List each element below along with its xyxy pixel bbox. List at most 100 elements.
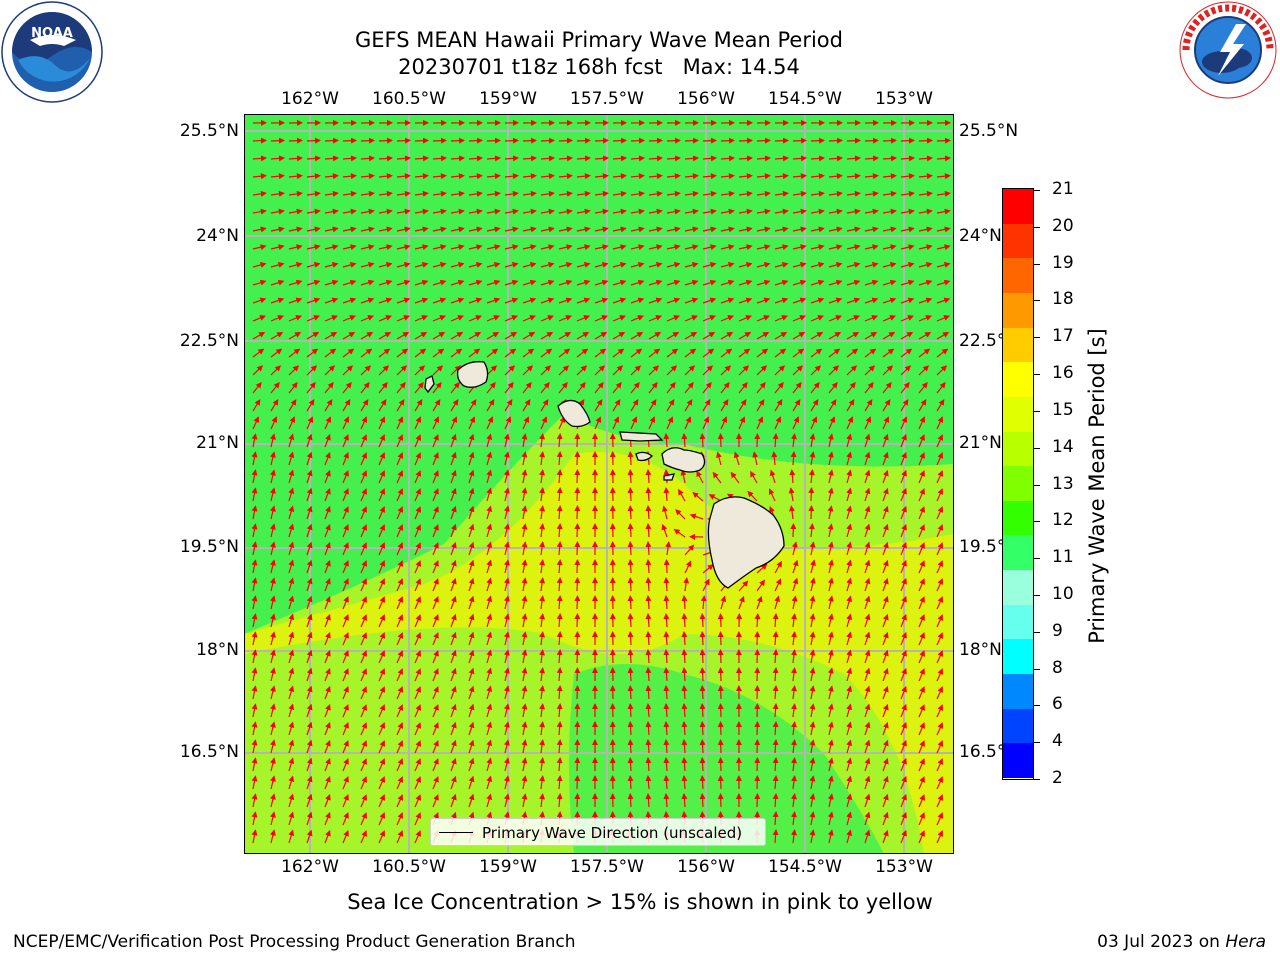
wave-direction-arrow: [630, 208, 645, 215]
wave-direction-arrow: [342, 434, 349, 448]
chart-title: GEFS MEAN Hawaii Primary Wave Mean Perio…: [355, 28, 843, 52]
wave-direction-arrow: [789, 469, 796, 484]
wave-direction-arrow: [540, 297, 555, 304]
wave-direction-arrow: [521, 469, 528, 484]
wave-direction-arrow: [666, 279, 681, 286]
colorbar-tick-mark: [1034, 374, 1040, 376]
wave-direction-arrow: [378, 173, 393, 180]
wave-direction-arrow: [414, 279, 429, 286]
wave-direction-arrow: [522, 137, 537, 144]
wave-direction-arrow: [486, 208, 501, 215]
wave-direction-arrow: [846, 262, 861, 268]
wave-direction-arrow: [252, 297, 267, 304]
wave-direction-arrow: [827, 433, 834, 448]
wave-direction-arrow: [270, 208, 285, 215]
wave-direction-arrow: [306, 348, 319, 358]
wave-direction-arrow: [696, 470, 704, 484]
colorbar: [1002, 188, 1034, 780]
wave-direction-arrow: [666, 173, 681, 180]
wave-direction-arrow: [864, 262, 879, 268]
lon-tick-top: 159°W: [479, 89, 537, 109]
wave-direction-arrow: [612, 382, 622, 394]
wave-direction-arrow: [810, 315, 824, 322]
colorbar-segment: [1003, 570, 1033, 606]
colorbar-segment: [1003, 743, 1033, 779]
wave-direction-arrow: [288, 451, 295, 466]
wave-direction-arrow: [738, 315, 752, 322]
wave-direction-arrow: [663, 433, 670, 448]
wave-direction-arrow: [717, 433, 724, 448]
wave-direction-arrow: [828, 297, 843, 304]
wave-direction-arrow: [771, 451, 778, 466]
wave-direction-arrow: [882, 433, 889, 448]
wave-direction-arrow: [251, 487, 258, 502]
wave-direction-arrow: [774, 155, 789, 162]
wave-direction-arrow: [270, 279, 285, 286]
wave-direction-arrow: [846, 173, 861, 180]
wave-direction-arrow: [486, 155, 501, 162]
wave-direction-arrows: [251, 119, 951, 844]
colorbar-tick-label: 17: [1052, 326, 1074, 347]
wave-direction-arrow: [270, 315, 284, 322]
wave-direction-arrow: [684, 279, 699, 286]
wave-direction-arrow: [702, 399, 711, 412]
wave-direction-arrow: [468, 279, 483, 286]
wave-direction-arrow: [342, 190, 357, 197]
wave-direction-arrow: [288, 137, 303, 144]
wave-direction-arrow: [630, 315, 644, 322]
wave-direction-arrow: [756, 297, 771, 304]
wave-direction-arrow: [270, 190, 285, 197]
footer-credit: NCEP/EMC/Verification Post Processing Pr…: [13, 932, 576, 952]
wave-direction-arrow: [936, 297, 951, 304]
wave-direction-arrow: [774, 137, 789, 144]
wave-direction-arrow: [450, 416, 458, 430]
wave-direction-arrow: [342, 226, 357, 233]
wave-direction-arrow: [864, 348, 877, 358]
wave-direction-arrow: [414, 155, 429, 162]
wave-direction-arrow: [864, 190, 879, 197]
wave-direction-arrow: [576, 208, 591, 215]
wave-direction-arrow: [666, 244, 681, 251]
wave-direction-arrow: [630, 190, 645, 197]
wave-direction-arrow: [828, 137, 843, 144]
colorbar-tick-label: 14: [1052, 436, 1074, 457]
wave-direction-arrow: [450, 451, 457, 466]
wave-direction-arrow: [576, 262, 591, 268]
wave-direction-arrow: [680, 469, 687, 484]
wave-direction-arrow: [918, 365, 930, 376]
wave-direction-arrow: [684, 226, 699, 233]
wave-direction-arrow: [486, 331, 500, 340]
wave-direction-arrow: [684, 399, 693, 412]
colorbar-tick-mark: [1034, 594, 1040, 596]
wave-direction-arrow: [720, 348, 733, 358]
wave-direction-arrow: [900, 262, 915, 268]
wave-direction-arrow: [252, 226, 267, 233]
wave-direction-arrow: [450, 262, 465, 268]
wave-direction-arrow: [270, 348, 283, 358]
wave-direction-arrow: [360, 470, 367, 484]
wave-direction-arrow: [864, 433, 871, 448]
wave-direction-arrow: [270, 226, 285, 233]
lon-tick-bottom: 153°W: [875, 857, 933, 877]
wave-direction-arrow: [666, 416, 674, 430]
wave-direction-arrow: [882, 244, 897, 251]
wave-direction-arrow: [756, 155, 771, 162]
wave-direction-arrow: [594, 208, 609, 215]
wave-direction-arrow: [378, 434, 386, 448]
wave-direction-arrow: [522, 208, 537, 215]
colorbar-tick-mark: [1034, 558, 1040, 560]
wave-direction-arrow: [414, 208, 429, 215]
wave-direction-arrow: [648, 173, 663, 180]
wave-period-map[interactable]: [244, 114, 954, 854]
wave-direction-arrow: [612, 331, 626, 340]
wave-direction-arrow: [936, 416, 944, 430]
wave-direction-arrow: [504, 297, 519, 304]
wave-direction-arrow: [522, 315, 536, 322]
wave-direction-arrow: [486, 451, 493, 466]
wave-direction-arrow: [324, 155, 339, 162]
wave-direction-arrow: [288, 469, 295, 484]
colorbar-tick-mark: [1034, 337, 1040, 339]
wave-direction-arrow: [539, 451, 546, 466]
wave-direction-arrow: [936, 155, 951, 162]
wave-direction-arrow: [396, 297, 411, 304]
